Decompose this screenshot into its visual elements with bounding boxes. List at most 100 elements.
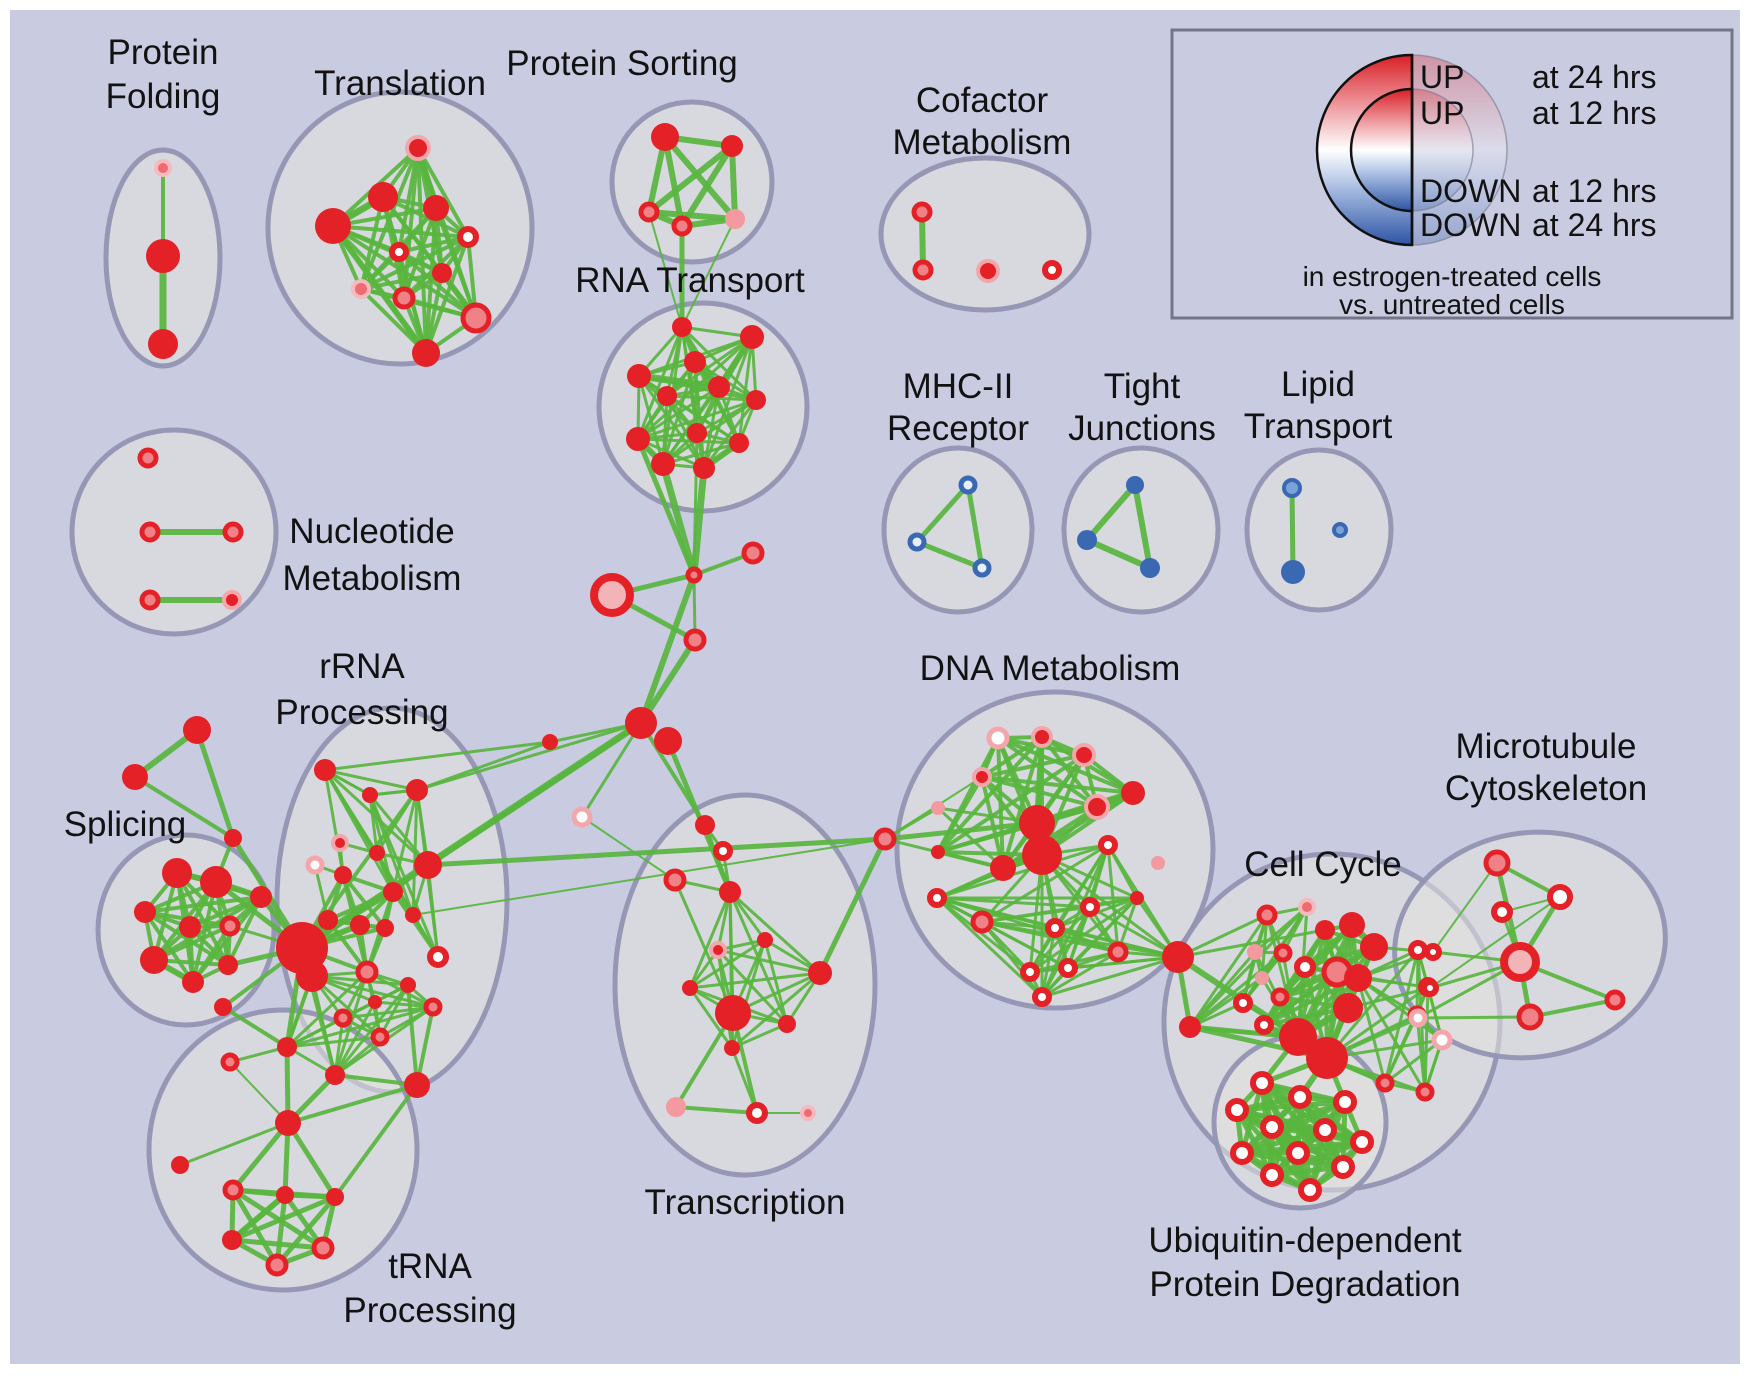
network-edge — [730, 1046, 759, 1115]
network-edge — [936, 806, 1005, 870]
cluster-label-cofactor: Metabolism — [893, 123, 1072, 162]
network-node-rr16 — [368, 995, 382, 1009]
network-edge — [286, 1083, 419, 1125]
network-node-sp4 — [219, 915, 241, 937]
network-edge — [285, 1120, 338, 1200]
network-node-t0 — [405, 135, 431, 161]
network-node-dn7 — [1019, 805, 1055, 841]
network-node-cc13 — [1344, 964, 1372, 992]
network-edge — [1423, 985, 1430, 1094]
network-node-dn18 — [1107, 941, 1129, 963]
network-node-cc7 — [1294, 956, 1316, 978]
network-node-tr11 — [666, 1097, 686, 1117]
network-node-mh1 — [907, 532, 927, 552]
network-node-pf1 — [146, 239, 180, 273]
network-node-nm2 — [222, 521, 244, 543]
network-node-tj0 — [1126, 476, 1144, 494]
network-node-r10 — [651, 452, 675, 476]
network-node-tr13 — [800, 1105, 816, 1121]
network-node-mt5 — [1604, 989, 1626, 1011]
network-node-dn2 — [1072, 743, 1096, 767]
network-edge — [681, 218, 736, 328]
label-layer: Protein Folding Translation Protein Sorting… — [64, 33, 1647, 1330]
network-node-ub4 — [1260, 1115, 1284, 1139]
cluster-label-protein-sorting: Protein Sorting — [506, 44, 738, 83]
network-node-ps4 — [725, 209, 745, 229]
network-node-dc — [873, 827, 897, 851]
network-node-lp1 — [1281, 560, 1305, 584]
network-edge — [333, 983, 410, 1077]
node-layer — [122, 123, 1626, 1277]
legend-direction-label: DOWN — [1420, 207, 1521, 243]
network-edge — [646, 209, 738, 222]
network-edge — [323, 768, 345, 877]
network-edge — [702, 385, 721, 470]
network-edge — [1239, 1127, 1328, 1156]
network-node-r11 — [693, 457, 715, 479]
cluster-label-ubiquitin: Ubiquitin-dependent — [1148, 1221, 1462, 1260]
network-edge — [221, 1005, 289, 1049]
network-node-tn0 — [275, 1110, 301, 1136]
network-edge — [730, 971, 822, 1050]
network-edge — [636, 437, 706, 470]
network-edge — [996, 736, 1099, 809]
network-edge — [397, 235, 470, 254]
network-node-cf0 — [911, 201, 933, 223]
network-node-ub7 — [1230, 1141, 1254, 1165]
network-node-ps1 — [721, 135, 743, 157]
network-node-ub9 — [1331, 1155, 1355, 1179]
network-node-t6 — [432, 263, 452, 283]
cluster-label-lipid-transport: Lipid — [1281, 365, 1355, 404]
network-edge — [662, 134, 685, 229]
network-edge — [1234, 1099, 1348, 1113]
network-node-cf3 — [1042, 260, 1062, 280]
network-node-dn11 — [1098, 835, 1118, 855]
network-node-r8 — [626, 427, 650, 451]
network-node-rr11 — [376, 919, 394, 937]
network-node-ub5 — [1313, 1118, 1337, 1142]
network-node-dn22 — [1032, 987, 1052, 1007]
network-node-tr14 — [571, 806, 593, 828]
network-edge — [980, 843, 1110, 924]
network-edge — [133, 775, 235, 840]
network-edge — [702, 335, 754, 470]
cluster-ellipse-cofactor — [878, 155, 1092, 313]
network-node-tr0 — [695, 815, 715, 835]
network-node-t9 — [460, 302, 492, 334]
network-edge — [285, 1016, 345, 1049]
network-node-cc3 — [1339, 912, 1365, 938]
network-edge — [1415, 1013, 1427, 1094]
network-edge — [323, 768, 440, 959]
cluster-label-mhc-ii: Receptor — [887, 409, 1029, 448]
legend-time-label: at 12 hrs — [1532, 173, 1657, 209]
network-edge — [936, 775, 984, 854]
network-node-c1 — [741, 541, 765, 565]
network-node-ps0 — [651, 123, 679, 151]
network-edge — [688, 971, 822, 990]
network-node-rr20 — [277, 1037, 297, 1057]
network-node-rr4 — [305, 855, 325, 875]
network-node-tn6 — [311, 1236, 335, 1260]
cluster-ellipse-mhc-ii — [881, 445, 1035, 615]
network-edge — [636, 398, 758, 441]
network-node-tn7 — [265, 1253, 289, 1277]
network-node-rr7 — [414, 851, 442, 879]
network-node-cc1 — [1298, 898, 1316, 916]
network-edge — [1040, 905, 1092, 999]
network-edge — [415, 721, 643, 792]
network-node-rr18 — [333, 1008, 353, 1028]
network-node-rh2 — [296, 960, 328, 992]
network-node-r6 — [746, 390, 766, 410]
cluster-label-lipid-transport: Transport — [1244, 407, 1393, 446]
network-node-rr13 — [427, 946, 449, 968]
network-node-cc14 — [1333, 993, 1363, 1023]
network-node-rr19 — [370, 1027, 390, 1047]
network-edge — [702, 398, 758, 470]
network-edge — [1383, 1038, 1444, 1085]
network-node-cf2 — [976, 259, 1000, 283]
network-node-sb — [122, 764, 148, 790]
network-node-rr1 — [362, 787, 378, 803]
network-node-rr17 — [423, 997, 443, 1017]
network-node-sp5 — [140, 946, 168, 974]
network-node-rr5 — [369, 845, 385, 861]
